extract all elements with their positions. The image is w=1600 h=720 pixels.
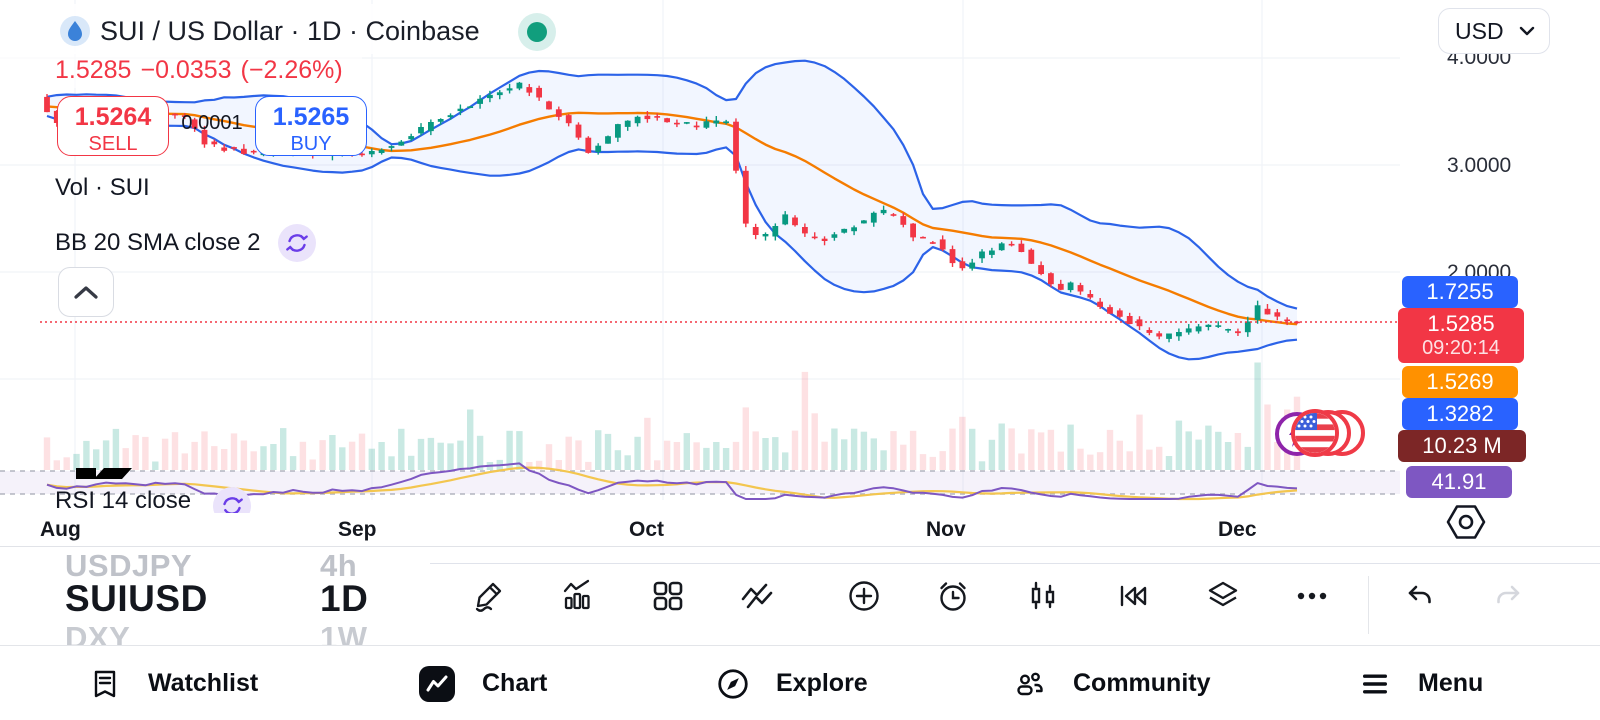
toolbar-divider xyxy=(1368,576,1369,634)
price-change: −0.0353 xyxy=(140,56,232,84)
legend-fade xyxy=(0,52,362,88)
sell-price: 1.5264 xyxy=(74,103,152,131)
currency-selector[interactable]: USD xyxy=(1438,8,1550,54)
nav-watchlist-label: Watchlist xyxy=(148,669,259,697)
draw-icon[interactable] xyxy=(471,578,507,614)
time-axis[interactable]: Aug Sep Oct Nov Dec xyxy=(0,513,1600,546)
community-icon xyxy=(1017,672,1043,695)
rsi-badge: 41.91 xyxy=(1406,466,1512,498)
patterns-zigzag-icon[interactable] xyxy=(739,578,775,614)
bollinger-indicator-row[interactable]: BB 20 SMA close 2 xyxy=(55,224,317,262)
settings-nut-icon xyxy=(1446,505,1486,539)
more-ellipsis-icon[interactable] xyxy=(1294,578,1330,614)
nav-chart-active[interactable]: Chart xyxy=(418,646,547,720)
replay-rewind-icon[interactable] xyxy=(1114,578,1150,614)
time-label-dec: Dec xyxy=(1218,518,1257,541)
chevron-down-icon xyxy=(1519,26,1535,36)
indicators-icon[interactable] xyxy=(560,578,596,614)
sui-logo-icon xyxy=(60,16,90,46)
sell-button[interactable]: 1.5264 SELL xyxy=(57,96,169,156)
bb-basis-badge: 1.5269 xyxy=(1402,366,1518,398)
time-label-sep: Sep xyxy=(338,518,377,541)
droplet-icon xyxy=(68,21,82,41)
nav-watchlist[interactable]: Watchlist xyxy=(88,646,258,720)
volume-indicator-label[interactable]: Vol · SUI xyxy=(55,174,150,201)
chart-toolbar xyxy=(430,563,1600,646)
last-price-badge: 1.5285 09:20:14 xyxy=(1398,308,1524,363)
wheel-item-suiusd-active[interactable]: SUIUSD 1D xyxy=(65,578,369,619)
objects-layers-icon[interactable] xyxy=(1205,578,1241,614)
time-label-oct: Oct xyxy=(629,518,665,541)
nav-community[interactable]: Community xyxy=(1013,646,1211,720)
bottom-navigation: Watchlist Chart Explore Community Menu xyxy=(0,645,1600,720)
chart-icon xyxy=(419,665,455,702)
redo-icon-disabled[interactable] xyxy=(1490,578,1526,614)
layouts-grid-icon[interactable] xyxy=(650,578,686,614)
symbol-title[interactable]: SUI / US Dollar · 1D · Coinbase xyxy=(100,16,480,46)
rsi-indicator-row-clipped[interactable]: RSI 14 close xyxy=(55,487,355,513)
bb-upper-badge: 1.7255 xyxy=(1402,276,1518,308)
market-status-indicator[interactable] xyxy=(518,13,556,51)
last-price-badge-value: 1.5285 xyxy=(1427,311,1495,336)
wheel-item-usdjpy[interactable]: USDJPY 4h xyxy=(65,548,358,583)
bollinger-indicator-label: BB 20 SMA close 2 xyxy=(55,229,261,256)
nav-explore[interactable]: Explore xyxy=(716,646,868,720)
last-price-badge-time: 09:20:14 xyxy=(1422,337,1500,359)
price-change-pct: (−2.26%) xyxy=(240,56,343,84)
chart-type-candles-icon[interactable] xyxy=(1025,578,1061,614)
price-change-row: 1.5285 −0.0353 (−2.26%) xyxy=(55,56,352,85)
market-open-dot xyxy=(527,22,547,42)
time-label-aug: Aug xyxy=(40,518,81,541)
bb-lower-badge: 1.3282 xyxy=(1402,398,1518,430)
sell-label: SELL xyxy=(88,133,138,155)
event-flag-us-1[interactable] xyxy=(1291,409,1339,457)
rsi-indicator-label: RSI 14 close xyxy=(55,487,192,513)
spread-value: 0.0001 xyxy=(181,112,243,134)
alert-clock-icon[interactable] xyxy=(935,578,971,614)
time-label-nov: Nov xyxy=(926,518,966,541)
us-flag-icon xyxy=(1295,413,1335,453)
nav-community-label: Community xyxy=(1073,669,1211,697)
volume-badge: 10.23 M xyxy=(1398,430,1526,462)
nav-chart-label: Chart xyxy=(482,669,548,697)
collapse-panel-button[interactable] xyxy=(58,267,114,317)
undo-icon[interactable] xyxy=(1402,578,1438,614)
chevron-up-icon xyxy=(74,286,98,299)
y-axis-label-3: 3.0000 xyxy=(1447,154,1512,177)
axis-settings-button[interactable] xyxy=(1446,503,1486,541)
title-background xyxy=(42,4,582,54)
currency-selector-value: USD xyxy=(1455,17,1504,44)
add-icon[interactable] xyxy=(846,578,882,614)
buy-button[interactable]: 1.5265 BUY xyxy=(255,96,367,156)
explore-icon xyxy=(718,668,748,699)
nav-menu-label: Menu xyxy=(1418,669,1484,697)
bb-reload-icon[interactable] xyxy=(278,224,317,262)
menu-icon xyxy=(1363,674,1387,693)
buy-label: BUY xyxy=(290,133,332,155)
watchlist-icon xyxy=(94,670,116,697)
buy-price: 1.5265 xyxy=(272,103,350,131)
last-price: 1.5285 xyxy=(55,56,132,84)
axis-separator xyxy=(0,546,1600,547)
nav-menu[interactable]: Menu xyxy=(1358,646,1483,720)
rsi-reload-icon[interactable] xyxy=(213,487,252,513)
nav-explore-label: Explore xyxy=(776,669,868,697)
